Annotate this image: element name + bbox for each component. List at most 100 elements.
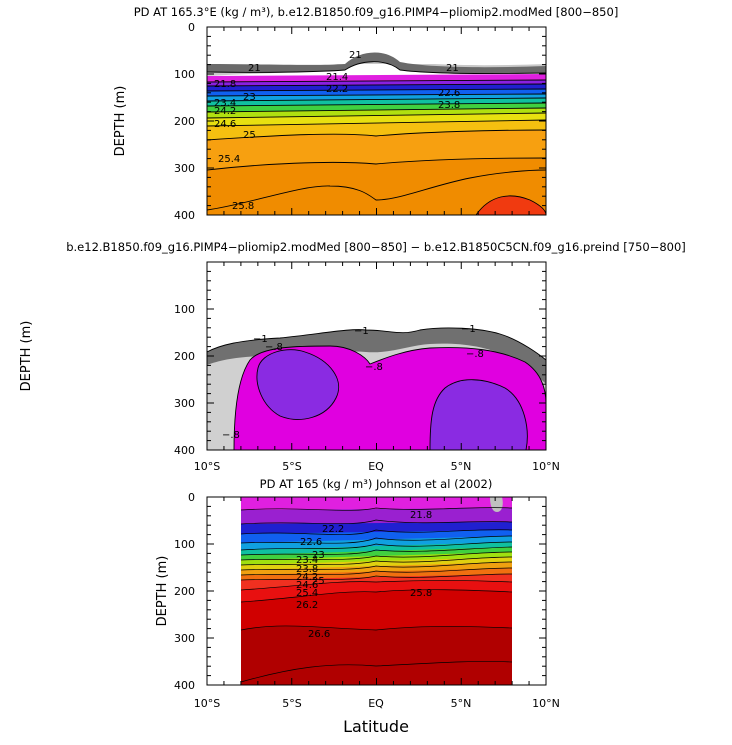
panel1-title: PD AT 165.3°E (kg / m³), b.e12.B1850.f09…: [134, 5, 619, 19]
panel3-ylabel: DEPTH (m): [155, 556, 170, 627]
p2-ytick: 200: [174, 350, 195, 363]
p3-clabel: 26.2: [296, 600, 318, 611]
p2-clabel: −.8: [365, 362, 383, 373]
obs-grey-blob: [490, 497, 503, 512]
obs-contour: [240, 535, 513, 544]
contour-22.6: [207, 93, 546, 97]
panel1-ylabel: DEPTH (m): [113, 86, 128, 157]
p1-clabel: 23.4: [214, 98, 236, 109]
p3-clabel: 25: [312, 576, 325, 587]
obs-contour: [240, 556, 513, 566]
obs-contour: [240, 580, 513, 591]
p1-clabel: 22.6: [438, 88, 460, 99]
diff-band-purple-left: [256, 349, 339, 420]
p1-clabel: 24.6: [214, 119, 236, 130]
contour-25.8: [207, 169, 546, 211]
p1-clabel: 21: [349, 50, 362, 61]
p1-ytick: 0: [188, 21, 195, 34]
panel-model-density: PD AT 165.3°E (kg / m³), b.e12.B1850.f09…: [113, 5, 618, 222]
p3-ytick: 0: [188, 491, 195, 504]
p1-clabel: 22.2: [326, 84, 348, 95]
contour-purple-right: [429, 379, 528, 450]
p2-clabel: −.8: [222, 430, 240, 441]
p3-clabel: 23.4: [296, 555, 318, 566]
p2-ytick: 300: [174, 397, 195, 410]
p3-ytick: 400: [174, 679, 195, 692]
p1-clabel: 25.4: [218, 154, 240, 165]
panel-difference: b.e12.B1850.f09_g16.PIMP4−pliomip2.modMe…: [19, 240, 686, 473]
contour-23.8: [207, 107, 546, 113]
panel3-ticks: [206, 496, 547, 686]
contour-24.2: [207, 112, 546, 119]
band-dark-top: [207, 52, 546, 74]
contour-purple-left: [256, 349, 340, 420]
obs-contour: [240, 567, 513, 576]
p3-clabel: 23.8: [296, 564, 318, 575]
p2-xtick: 5°N: [451, 460, 472, 473]
p3-ytick: 300: [174, 632, 195, 645]
obs-contour: [240, 541, 513, 551]
p2-clabel: −.8: [265, 342, 283, 353]
p1-clabel: 21: [248, 63, 261, 74]
p1-clabel: 23: [243, 92, 256, 103]
obs-contour: [240, 589, 513, 603]
contour-23: [207, 97, 546, 102]
panel2-ylabel: DEPTH (m): [19, 321, 34, 392]
band-lt-21: [207, 27, 546, 68]
p3-clabel: 24.2: [296, 572, 318, 583]
p3-clabel: 24.6: [296, 580, 318, 591]
obs-contour: [240, 661, 513, 683]
p2-xtick: 5°S: [282, 460, 301, 473]
p1-clabel: 25: [243, 130, 256, 141]
p3-clabel: 25.4: [296, 588, 318, 599]
p1-clabel: 21: [446, 63, 459, 74]
obs-contour: [240, 519, 513, 525]
p2-xtick: 10°N: [532, 460, 560, 473]
p3-xtick: 5°N: [451, 697, 472, 710]
panel2-field: −1 −1 −1 −.8 −.8 −.8 −.8: [207, 262, 546, 450]
p3-ytick: 100: [174, 538, 195, 551]
obs-contour: [240, 529, 513, 535]
contour-21: [207, 61, 546, 75]
p2-xtick: 10°S: [194, 460, 220, 473]
diff-band-purple-right: [430, 379, 528, 450]
obs-contour: [240, 573, 513, 581]
obs-field: [241, 497, 512, 685]
band-21.4: [207, 74, 546, 82]
p3-xtick: EQ: [368, 697, 384, 710]
p2-clabel: −1: [354, 326, 369, 337]
p2-clabel: −1: [253, 334, 268, 345]
p3-clabel: 26.6: [308, 629, 330, 640]
p3-clabel: 21.8: [410, 510, 432, 521]
obs-contour: [240, 551, 513, 561]
p3-clabel: 22.2: [322, 524, 344, 535]
p1-clabel: 24.2: [214, 106, 236, 117]
p3-clabel: 23: [312, 550, 325, 561]
p2-xtick: EQ: [368, 460, 384, 473]
band-26.2: [476, 195, 546, 215]
contour-25.4: [207, 157, 546, 171]
p2-ytick: 100: [174, 303, 195, 316]
obs-contour: [240, 625, 513, 631]
contour-26.2: [475, 195, 546, 215]
contour-21.4: [207, 79, 546, 83]
panel3-xlabel: Latitude: [343, 717, 409, 736]
p3-clabel: 25.8: [410, 588, 432, 599]
obs-contour: [240, 507, 513, 511]
contour-24.6: [207, 119, 546, 127]
p1-clabel: 21.8: [214, 79, 236, 90]
p1-ytick: 100: [174, 68, 195, 81]
panel1-ticks: [206, 26, 547, 216]
p1-ytick: 400: [174, 209, 195, 222]
contour-21.8: [207, 83, 546, 87]
p1-clabel: 25.8: [232, 201, 254, 212]
p3-xtick: 10°S: [194, 697, 220, 710]
p3-xtick: 5°S: [282, 697, 301, 710]
contour-23.4: [207, 102, 546, 107]
p3-xtick: 10°N: [532, 697, 560, 710]
contour-minus1: [207, 327, 546, 361]
p1-ytick: 300: [174, 162, 195, 175]
panel-observed-density: PD AT 165 (kg / m³) Johnson et al (2002): [155, 477, 560, 736]
obs-contour: [240, 561, 513, 571]
panel1-field: 21 21 21 21.4 21.8 22.2 22.6 23 23.4 23.…: [207, 27, 546, 215]
